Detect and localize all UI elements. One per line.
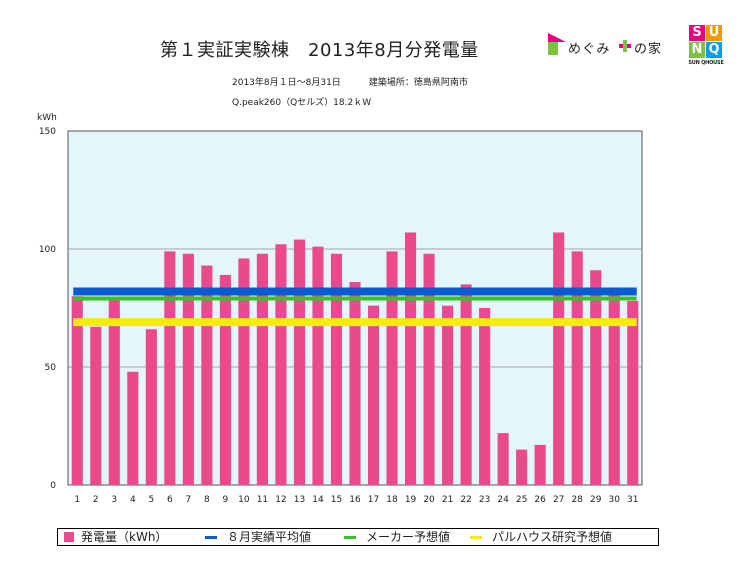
bar: [293, 239, 306, 485]
x-tick-label: 29: [590, 495, 602, 505]
system-text: Q.peak260（Qセルズ）18.2ｋW: [232, 98, 372, 108]
x-tick-label: 15: [331, 495, 342, 505]
y-tick-label: 150: [39, 127, 56, 137]
bar: [423, 253, 435, 485]
legend-label-research: パルハウス研究予想値: [492, 530, 613, 544]
x-tick-label: 9: [223, 495, 229, 505]
bar: [90, 326, 102, 485]
x-tick-label: 13: [294, 495, 305, 505]
logo-text-house: の家: [634, 42, 663, 57]
logo-letter-s: S: [689, 25, 705, 41]
bar: [386, 251, 398, 485]
x-tick-label: 3: [111, 495, 117, 505]
bar: [182, 253, 194, 485]
bar: [256, 253, 268, 485]
legend-swatch-generation: [64, 532, 74, 542]
bar: [534, 444, 546, 485]
logo-letter-q: Q: [706, 42, 722, 58]
x-tick-label: 12: [275, 495, 286, 505]
y-axis-label: kWh: [37, 113, 57, 123]
bar: [497, 433, 509, 485]
plus-icon: [619, 40, 631, 52]
chart-title: 第１実証実験棟 2013年8月分発電量: [160, 40, 479, 61]
bar: [553, 232, 565, 485]
x-tick-label: 20: [423, 495, 435, 505]
x-tick-label: 18: [386, 495, 398, 505]
bar: [201, 265, 213, 485]
legend-swatch-research: [470, 536, 482, 539]
sunq-logo: S U N Q SUN QHOUSE: [688, 25, 724, 66]
x-tick-label: 4: [130, 495, 136, 505]
x-tick-label: 25: [516, 495, 527, 505]
period-line: 2013年8月１日～8月31日 建築場所：徳島県阿南市: [232, 75, 468, 88]
bar: [590, 270, 602, 485]
logo-brand-text: SUN QHOUSE: [688, 60, 724, 66]
bar: [349, 282, 361, 485]
bar: [145, 329, 157, 485]
x-tick-label: 19: [405, 495, 417, 505]
x-tick-label: 11: [257, 495, 268, 505]
bar: [442, 305, 454, 485]
bar: [330, 253, 343, 485]
bar: [71, 296, 83, 485]
x-tick-label: 10: [238, 495, 250, 505]
bar: [627, 300, 639, 485]
x-tick-label: 22: [460, 495, 471, 505]
x-tick-label: 23: [479, 495, 490, 505]
bar: [367, 305, 380, 485]
bar: [108, 298, 120, 485]
bar: [275, 244, 287, 485]
x-tick-label: 31: [627, 495, 638, 505]
x-tick-label: 1: [74, 495, 80, 505]
bar: [164, 251, 176, 485]
x-tick-label: 27: [553, 495, 564, 505]
bar: [238, 258, 250, 485]
legend-label-generation: 発電量（kWh）: [81, 530, 168, 544]
legend: 発電量（kWh） ８月実績平均値 メーカー予想値 パルハウス研究予想値: [57, 528, 659, 546]
x-tick-label: 14: [312, 495, 324, 505]
x-tick-label: 30: [608, 495, 620, 505]
house-roof-icon: [548, 33, 566, 55]
x-tick-label: 26: [534, 495, 546, 505]
period-text: 2013年8月１日～8月31日: [232, 78, 341, 88]
location-text: 建築場所：徳島県阿南市: [368, 78, 468, 88]
legend-label-average: ８月実績平均値: [227, 530, 312, 544]
bar: [312, 246, 324, 485]
x-tick-label: 24: [497, 495, 509, 505]
bar: [479, 308, 491, 485]
x-tick-label: 16: [349, 495, 361, 505]
bar: [460, 284, 472, 485]
logo-letter-u: U: [706, 25, 722, 41]
bar: [571, 251, 583, 485]
legend-swatch-average: [205, 536, 217, 539]
logo-letter-n: N: [689, 42, 705, 58]
y-tick-label: 100: [39, 245, 56, 255]
bar: [608, 293, 620, 485]
bar: [404, 232, 417, 485]
legend-label-maker: メーカー予想値: [366, 530, 451, 544]
bar: [219, 274, 231, 485]
x-tick-label: 7: [185, 495, 191, 505]
logo-text-megumi: めぐみ: [568, 42, 611, 57]
x-tick-label: 6: [167, 495, 173, 505]
x-tick-label: 8: [204, 495, 210, 505]
x-tick-label: 5: [148, 495, 154, 505]
bar: [516, 449, 528, 485]
y-tick-label: 0: [50, 481, 56, 491]
x-tick-label: 2: [93, 495, 99, 505]
x-tick-label: 28: [571, 495, 583, 505]
y-tick-label: 50: [45, 363, 57, 373]
x-tick-label: 17: [368, 495, 379, 505]
bar: [127, 371, 139, 485]
x-tick-label: 21: [442, 495, 453, 505]
legend-swatch-maker: [344, 536, 356, 539]
